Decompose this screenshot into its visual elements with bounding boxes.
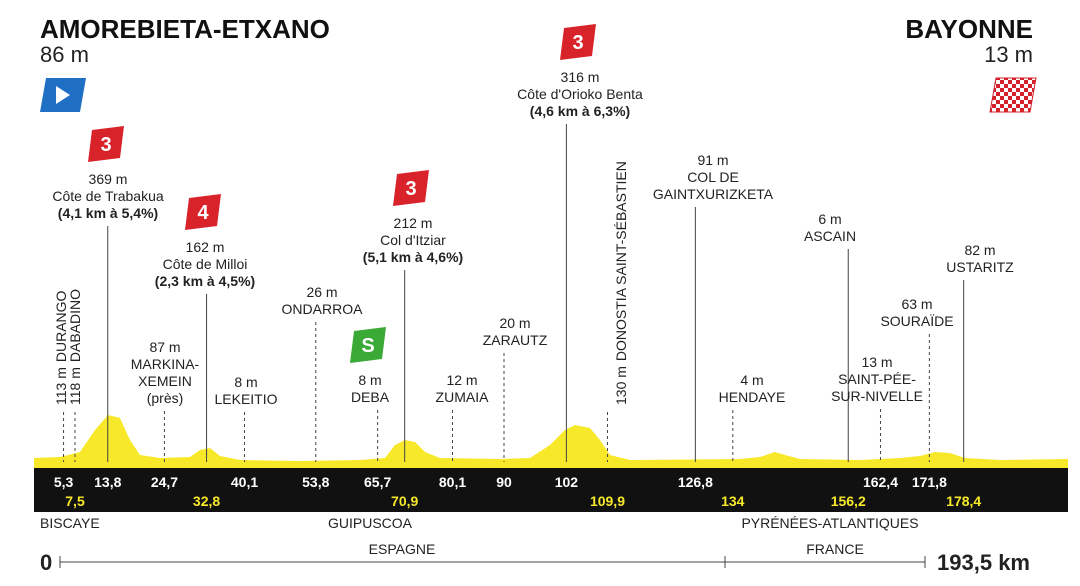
climb-flag [560,24,596,60]
km-label: 13,8 [94,474,121,490]
place-altitude: 130 m [613,366,629,405]
start-arrow [56,86,70,104]
km-label: 80,1 [439,474,466,490]
place-altitude: 6 m [818,211,841,227]
km-label: 156,2 [831,493,866,509]
place-altitude: 82 m [964,242,995,258]
km-label: 32,8 [193,493,220,509]
km-label: 109,9 [590,493,625,509]
climb-category: 4 [197,202,209,224]
place-name: HENDAYE [719,389,786,405]
climb-info: (5,1 km à 4,6%) [363,249,463,265]
finish-name: BAYONNE [905,14,1033,44]
place-label: 113 m DURANGO [53,290,69,405]
finish-altitude: 13 m [984,42,1033,67]
region: BISCAYE [40,515,100,531]
place-name: DONOSTIA SAINT-SÉBASTIEN [613,161,629,361]
start-name: AMOREBIETA-ETXANO [40,14,330,44]
place-altitude: 26 m [306,284,337,300]
place-altitude: 113 m [53,367,69,405]
km-label: 162,4 [863,474,898,490]
place-name: DEBA [351,389,390,405]
place-name: DABADINO [67,289,83,362]
place-altitude: 8 m [358,372,381,388]
place-altitude: 369 m [89,171,128,187]
climb-category: 3 [100,134,111,156]
place-name: Col d'Itziar [380,232,446,248]
place-name: (près) [147,390,184,406]
climb-info: (2,3 km à 4,5%) [155,273,255,289]
place-name: Côte de Trabakua [52,188,164,204]
climb-info: (4,6 km à 6,3%) [530,103,630,119]
place-name: LEKEITIO [214,391,277,407]
place-name: Côte de Milloi [163,256,248,272]
km-label: 134 [721,493,745,509]
place-altitude: 13 m [861,354,892,370]
km-label: 5,3 [54,474,74,490]
place-name: XEMEIN [138,373,192,389]
km-label: 178,4 [946,493,981,509]
place-name: ONDARROA [282,301,364,317]
sprint-flag [350,327,386,363]
place-name: MARKINA- [131,356,200,372]
place-name: ZARAUTZ [483,332,548,348]
place-name: ASCAIN [804,228,856,244]
place-altitude: 8 m [234,374,257,390]
climb-category: 3 [405,178,416,200]
km-label: 90 [496,474,512,490]
distance-end: 193,5 km [937,550,1030,575]
place-name: SOURAÏDE [880,313,953,329]
climb-flag [185,194,221,230]
place-altitude: 87 m [149,339,180,355]
km-label: 24,7 [151,474,178,490]
place-name: GAINTXURIZKETA [653,186,774,202]
sprint-label: S [361,335,374,357]
km-label: 171,8 [912,474,947,490]
km-label: 70,9 [391,493,418,509]
place-name: SUR-NIVELLE [831,388,923,404]
place-name: ZUMAIA [436,389,490,405]
place-name: COL DE [687,169,739,185]
profile [34,415,1068,468]
place-name: Côte d'Orioko Benta [517,86,643,102]
km-label: 53,8 [302,474,329,490]
distance-start: 0 [40,550,52,575]
place-name: USTARITZ [946,259,1014,275]
place-label: 118 m DABADINO [67,289,83,405]
place-altitude: 118 m [67,367,83,405]
km-label: 65,7 [364,474,391,490]
climb-flag [88,126,124,162]
region: PYRÉNÉES-ATLANTIQUES [741,515,918,531]
country: ESPAGNE [369,541,436,557]
km-band [34,468,1068,512]
place-altitude: 212 m [394,215,433,231]
km-label: 126,8 [678,474,713,490]
place-altitude: 63 m [901,296,932,312]
place-altitude: 316 m [561,69,600,85]
km-label: 40,1 [231,474,258,490]
place-name: DURANGO [53,290,69,362]
place-altitude: 4 m [740,372,763,388]
km-label: 102 [555,474,579,490]
place-name: SAINT-PÉE- [838,371,916,387]
place-altitude: 12 m [446,372,477,388]
climb-category: 3 [572,32,583,54]
place-altitude: 20 m [499,315,530,331]
region: GUIPUSCOA [328,515,413,531]
place-altitude: 162 m [186,239,225,255]
place-label: 130 m DONOSTIA SAINT-SÉBASTIEN [613,161,629,405]
start-altitude: 86 m [40,42,89,67]
climb-flag [393,170,429,206]
climb-info: (4,1 km à 5,4%) [58,205,158,221]
km-label: 7,5 [65,493,85,509]
place-altitude: 91 m [697,152,728,168]
country: FRANCE [806,541,864,557]
finish-flag [989,77,1037,113]
